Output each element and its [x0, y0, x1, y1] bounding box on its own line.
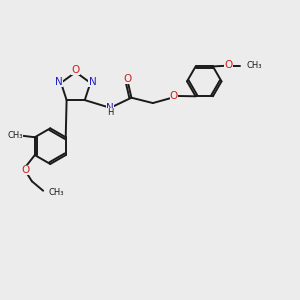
Text: O: O [124, 74, 132, 84]
Text: H: H [107, 108, 113, 117]
Text: N: N [55, 77, 63, 87]
Text: O: O [224, 60, 233, 70]
Text: N: N [88, 77, 96, 87]
Text: O: O [72, 65, 80, 75]
Text: O: O [170, 91, 178, 100]
Text: N: N [106, 103, 114, 113]
Text: CH₃: CH₃ [49, 188, 64, 197]
Text: CH₃: CH₃ [8, 131, 23, 140]
Text: O: O [22, 165, 30, 175]
Text: CH₃: CH₃ [246, 61, 262, 70]
